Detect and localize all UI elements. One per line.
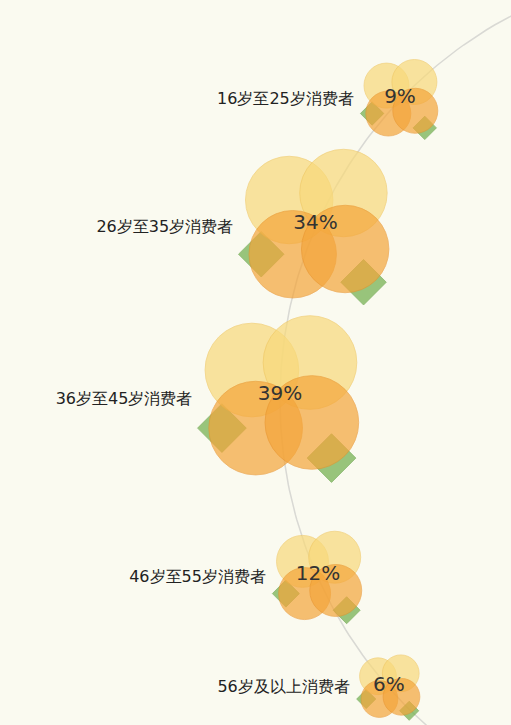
svg-text:9%: 9% (384, 84, 416, 108)
svg-text:39%: 39% (258, 381, 302, 405)
svg-text:36岁至45岁消费者: 36岁至45岁消费者 (56, 389, 193, 408)
svg-text:12%: 12% (296, 561, 340, 585)
svg-text:56岁及以上消费者: 56岁及以上消费者 (217, 677, 349, 696)
svg-text:26岁至35岁消费者: 26岁至35岁消费者 (96, 217, 233, 236)
svg-text:6%: 6% (373, 672, 405, 696)
svg-text:34%: 34% (293, 210, 337, 234)
svg-text:46岁至55岁消费者: 46岁至55岁消费者 (129, 567, 266, 586)
svg-text:16岁至25岁消费者: 16岁至25岁消费者 (217, 89, 354, 108)
